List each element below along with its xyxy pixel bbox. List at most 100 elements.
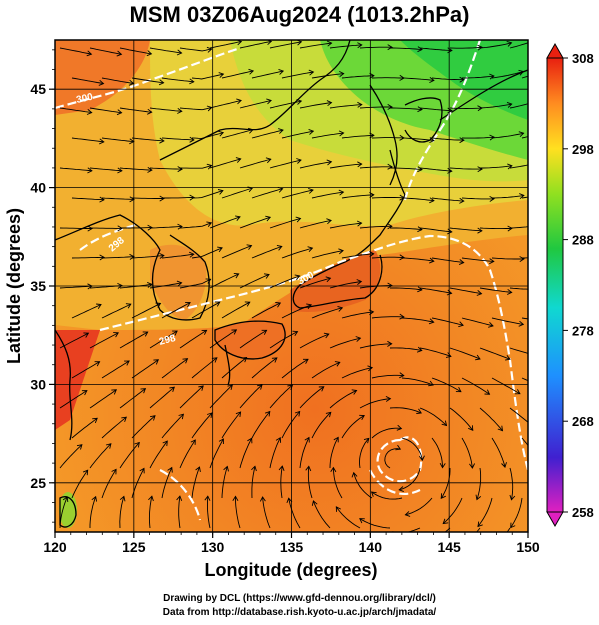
colorbar-tick-label: 268 xyxy=(572,414,594,429)
streamline-arrowhead xyxy=(86,50,93,57)
streamline-arrowhead xyxy=(92,417,98,424)
streamline-arrowhead xyxy=(176,280,183,287)
streamline xyxy=(311,411,332,439)
streamline xyxy=(461,317,494,327)
streamline xyxy=(491,132,524,139)
streamline xyxy=(251,245,282,259)
colorbar-tick-label: 288 xyxy=(572,233,594,248)
streamline-arrowhead xyxy=(530,423,535,428)
streamline-arrowhead xyxy=(247,437,253,444)
streamline-arrowhead xyxy=(489,258,495,265)
streamline-arrowhead xyxy=(278,128,284,134)
streamline-arrowhead xyxy=(259,496,266,502)
streamline xyxy=(161,137,194,141)
streamline-arrowhead xyxy=(311,500,318,506)
streamline xyxy=(59,107,92,114)
streamline-arrowhead xyxy=(536,459,541,464)
streamline xyxy=(161,77,194,83)
streamline-arrowhead xyxy=(330,466,337,473)
streamline xyxy=(131,255,164,259)
streamline-arrowhead xyxy=(387,44,393,51)
streamline xyxy=(449,287,482,295)
streamline-arrowhead xyxy=(359,518,365,524)
streamline-arrowhead xyxy=(159,195,165,202)
streamline-arrowhead xyxy=(265,215,272,222)
streamline-arrowhead xyxy=(441,420,448,427)
streamline xyxy=(431,77,464,81)
streamline-arrowhead xyxy=(417,166,423,173)
streamline xyxy=(401,137,434,141)
y-axis-label: Latitude (degrees) xyxy=(4,208,24,364)
streamline-arrowhead xyxy=(399,372,405,379)
streamline-arrowhead xyxy=(507,289,513,295)
streamline-arrowhead xyxy=(369,72,375,79)
streamline xyxy=(509,42,528,49)
streamline xyxy=(239,384,263,409)
streamline xyxy=(59,167,92,172)
streamline xyxy=(431,137,464,141)
streamline xyxy=(207,496,211,529)
streamline xyxy=(59,227,93,230)
streamline-arrowhead xyxy=(359,414,365,421)
streamline xyxy=(71,256,105,259)
streamline xyxy=(269,331,298,349)
streamline xyxy=(89,443,112,469)
streamline xyxy=(359,438,370,469)
streamline xyxy=(461,197,495,200)
streamline-arrowhead xyxy=(416,408,422,414)
streamline xyxy=(332,467,343,499)
streamline xyxy=(462,75,494,79)
credit-drawing: Drawing by DCL (https://www.gfd-dennou.o… xyxy=(163,593,436,604)
streamline xyxy=(59,285,92,289)
streamline xyxy=(281,247,313,259)
streamline xyxy=(299,161,332,169)
streamline xyxy=(329,437,339,469)
streamline xyxy=(149,440,168,469)
streamline xyxy=(209,438,224,469)
streamline xyxy=(449,167,482,170)
streamline xyxy=(509,164,528,169)
streamline-arrowhead xyxy=(505,355,511,361)
streamline-arrowhead xyxy=(198,385,204,391)
streamline xyxy=(71,304,102,319)
streamline xyxy=(89,47,122,55)
streamline-arrowhead xyxy=(116,50,123,57)
streamline-arrowhead xyxy=(232,495,239,502)
streamline xyxy=(461,377,490,395)
y-tick-label: 35 xyxy=(30,278,46,294)
streamline xyxy=(179,439,196,469)
streamline xyxy=(461,257,494,262)
streamline-arrowhead xyxy=(477,227,483,234)
streamline-arrowhead xyxy=(489,73,495,80)
streamline xyxy=(491,257,525,260)
streamline-arrowhead xyxy=(98,79,105,86)
streamline xyxy=(353,472,373,499)
streamline-arrowhead xyxy=(142,331,149,337)
streamline-arrowhead xyxy=(506,101,513,108)
streamline-arrowhead xyxy=(429,137,435,144)
streamline xyxy=(101,197,135,200)
streamline-arrowhead xyxy=(236,98,242,105)
streamline xyxy=(419,227,452,233)
streamline xyxy=(209,99,242,109)
streamline-arrowhead xyxy=(428,380,434,387)
streamline xyxy=(262,496,271,529)
streamline-arrowhead xyxy=(178,413,185,420)
streamline-arrowhead xyxy=(190,439,196,445)
streamline-arrowhead xyxy=(195,466,201,472)
streamline xyxy=(59,444,83,469)
streamline xyxy=(449,227,482,232)
isotherm-contours xyxy=(55,40,528,521)
streamline-arrowhead xyxy=(276,244,283,251)
streamline xyxy=(311,132,344,139)
streamline xyxy=(209,384,233,409)
streamline-arrowhead xyxy=(189,194,195,201)
streamline xyxy=(281,411,301,439)
streamline-arrowhead xyxy=(518,69,525,76)
streamline xyxy=(119,496,125,529)
streamline xyxy=(389,407,422,414)
streamline-arrowhead xyxy=(111,468,117,475)
grid-lines xyxy=(55,40,528,532)
streamline-arrowhead xyxy=(304,436,310,443)
streamline-arrowhead xyxy=(206,163,213,170)
